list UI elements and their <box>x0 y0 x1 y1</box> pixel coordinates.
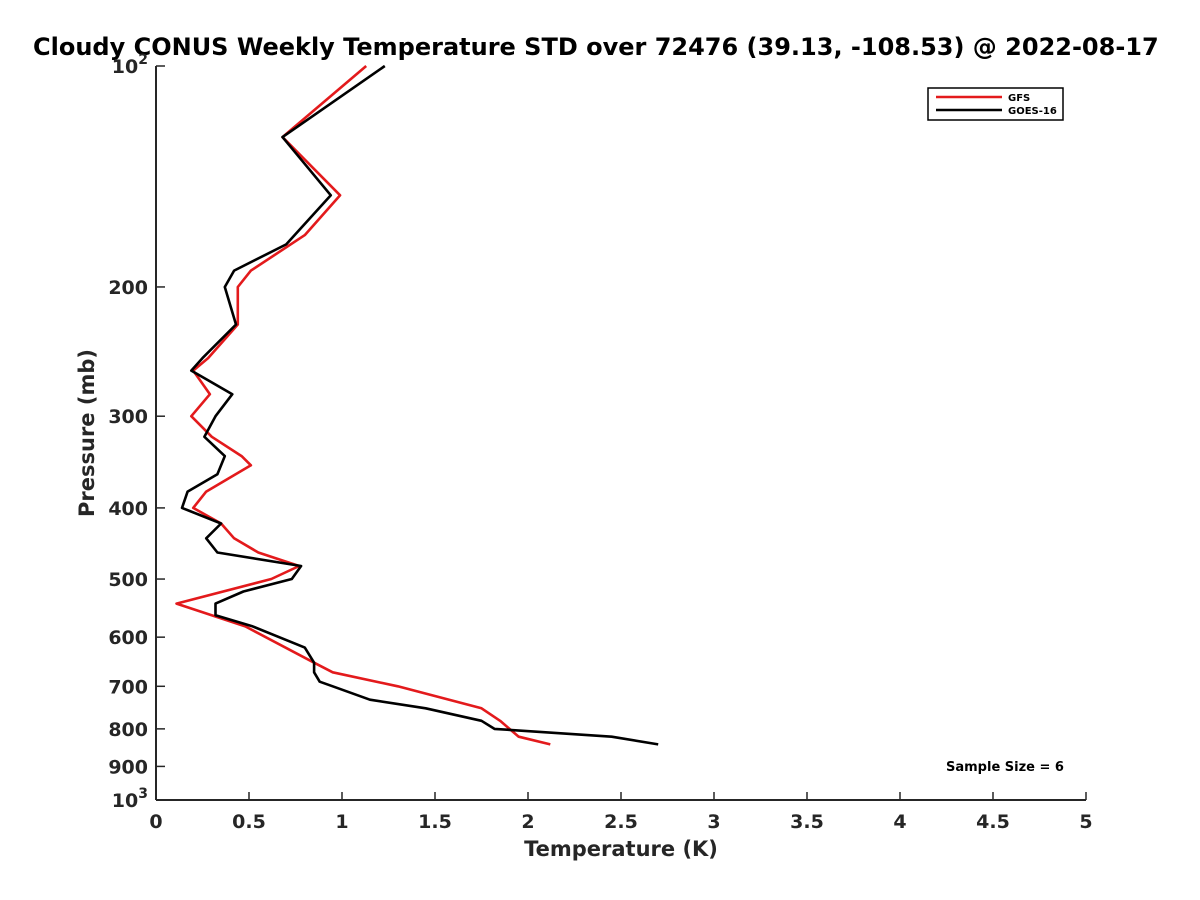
x-tick-label: 4.5 <box>976 811 1010 833</box>
series-lines <box>175 64 659 746</box>
y-tick-label: 103 <box>112 786 148 812</box>
x-axis-ticks: 0 0.5 1 1.5 2 2.5 3 3.5 4 4.5 5 <box>149 792 1093 833</box>
legend: GFS GOES-16 <box>927 87 1064 121</box>
series-line-goes-16 <box>180 64 659 746</box>
y-axis-label: Pressure (mb) <box>75 349 99 517</box>
y-tick-label: 200 <box>108 277 148 299</box>
x-tick-label: 3.5 <box>790 811 824 833</box>
y-axis-ticks: 102 200 300 400 500 600 700 800 900 103 <box>108 52 165 812</box>
y-tick-label: 102 <box>112 52 148 78</box>
x-tick-label: 1 <box>335 811 348 833</box>
plot-axes <box>155 66 1086 801</box>
y-tick-label: 400 <box>108 498 148 520</box>
legend-box <box>927 87 1064 121</box>
series-line-gfs <box>175 65 551 746</box>
y-tick-label: 500 <box>108 569 148 591</box>
x-axis-label: Temperature (K) <box>524 837 718 861</box>
x-tick-label: 0 <box>149 811 162 833</box>
y-tick-label: 300 <box>108 406 148 428</box>
y-tick-label: 700 <box>108 676 148 698</box>
legend-label-gfs: GFS <box>1008 93 1030 104</box>
x-tick-label: 0.5 <box>232 811 266 833</box>
x-tick-label: 2 <box>521 811 534 833</box>
x-tick-label: 5 <box>1079 811 1092 833</box>
x-tick-label: 2.5 <box>604 811 638 833</box>
x-tick-label: 4 <box>893 811 906 833</box>
y-tick-label: 800 <box>108 719 148 741</box>
legend-label-goes-16: GOES-16 <box>1008 106 1057 117</box>
y-tick-label: 900 <box>108 756 148 778</box>
x-tick-label: 3 <box>707 811 720 833</box>
chart-title: Cloudy CONUS Weekly Temperature STD over… <box>33 33 1159 61</box>
sample-size-annotation: Sample Size = 6 <box>946 760 1064 775</box>
x-tick-label: 1.5 <box>418 811 452 833</box>
y-tick-label: 600 <box>108 627 148 649</box>
